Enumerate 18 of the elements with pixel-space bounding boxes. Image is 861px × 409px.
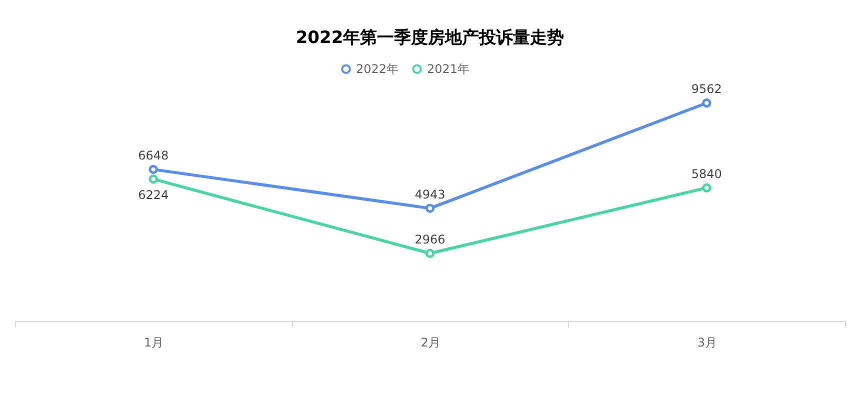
- legend-label: 2021年: [427, 62, 470, 76]
- chart-title: 2022年第一季度房地产投诉量走势: [296, 28, 564, 48]
- point: [148, 174, 158, 184]
- data-label: 6648: [138, 148, 169, 162]
- x-tick-label: 3月: [697, 336, 717, 350]
- data-label: 5840: [691, 166, 722, 181]
- point: [702, 183, 712, 192]
- x-tick-label: 2月: [420, 336, 440, 350]
- x-tick-label: 1月: [144, 336, 164, 350]
- point: [425, 204, 435, 213]
- point: [425, 248, 435, 258]
- data-label: 2966: [414, 232, 446, 246]
- point: [702, 98, 712, 108]
- data-label: 4943: [414, 187, 446, 202]
- data-label: 9562: [691, 82, 722, 96]
- legend-label: 2022年: [356, 62, 399, 76]
- point: [148, 164, 158, 174]
- data-label: 6224: [138, 188, 169, 202]
